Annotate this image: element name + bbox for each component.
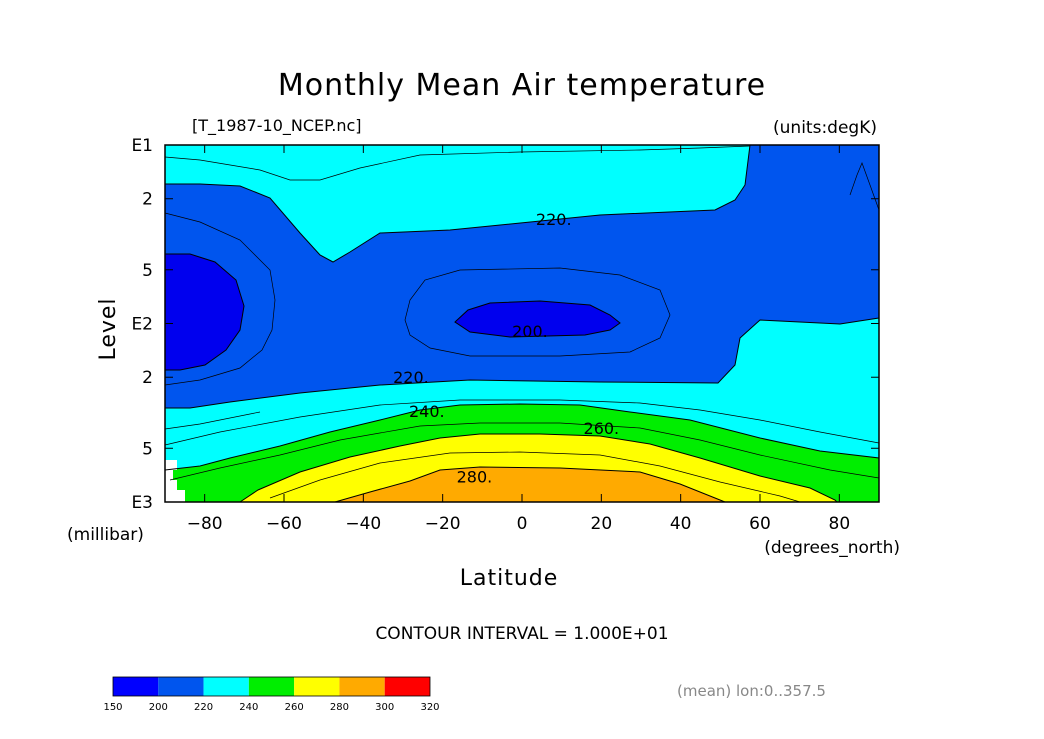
contour-line (404, 267, 671, 357)
colorbar-swatch (294, 677, 340, 696)
contour-line (164, 145, 751, 181)
contour-lines (164, 144, 880, 503)
colorbar-swatch (203, 677, 249, 696)
colorbar-frame (112, 676, 431, 697)
x-tick-label: −40 (345, 514, 381, 534)
contour-line (164, 399, 880, 446)
contour-label: 220. (536, 210, 572, 229)
contour-label: 240. (409, 402, 445, 421)
y-axis-title: Level (96, 297, 121, 360)
colorbar-swatch (248, 677, 295, 696)
filled-contour-edge (238, 433, 839, 503)
x-tick-label: 0 (517, 514, 528, 534)
contour-label: 220. (393, 368, 429, 387)
colorbar-swatch (113, 677, 159, 696)
colorbar-swatch (339, 677, 385, 696)
band-orange-280-300 (335, 467, 725, 502)
x-units-label: (degrees_north) (764, 538, 900, 558)
colorbar-swatch (384, 677, 430, 696)
colorbar-level-label: 300 (375, 702, 394, 713)
band-cyan-upper (165, 145, 750, 262)
colorbar-level-label: 280 (330, 702, 349, 713)
y-units-label: (millibar) (67, 525, 144, 545)
contour-interval-note: CONTOUR INTERVAL = 1.000E+01 (375, 624, 668, 644)
x-axis: −80 −60 −40 −20 0 20 40 60 80 (187, 145, 850, 534)
missing-data-cell (165, 480, 177, 490)
y-tick-label: 5 (142, 261, 153, 281)
y-axis: E1 2 5 E2 2 5 E3 (131, 136, 879, 513)
x-axis-title: Latitude (460, 566, 559, 591)
colorbar-level-label: 240 (239, 702, 258, 713)
contour-line (164, 411, 261, 430)
x-tick-label: 40 (670, 514, 692, 534)
filled-contour-edge (334, 466, 726, 503)
colorbar-level-label: 150 (103, 702, 122, 713)
x-tick-label: −60 (266, 514, 302, 534)
missing-data-cell (165, 470, 173, 480)
colorbar: 150 200 220 240 260 280 300 320 (103, 676, 440, 713)
y-tick-label: E3 (131, 493, 153, 513)
y-tick-label: 2 (142, 368, 153, 388)
file-label: [T_1987-10_NCEP.nc] (192, 116, 362, 136)
chart-title: Monthly Mean Air temperature (278, 68, 766, 103)
x-tick-label: −20 (425, 514, 461, 534)
plot-area: 220. 200. 220. 240. 260. 280. −80 −60 −40 −20 0 20… (131, 136, 880, 534)
units-label: (units:degK) (773, 118, 877, 138)
contour-line (849, 162, 880, 211)
y-tick-label: 5 (142, 439, 153, 459)
colorbar-level-label: 220 (194, 702, 213, 713)
contour-line (269, 451, 801, 503)
region-deep-blue-center (455, 301, 620, 337)
contour-label: 280. (457, 468, 493, 487)
colorbar-level-label: 320 (420, 702, 439, 713)
colorbar-level-label: 260 (285, 702, 304, 713)
missing-data-cell (165, 460, 177, 470)
missing-data-cell (175, 490, 185, 502)
x-tick-label: 80 (829, 514, 851, 534)
filled-contour-edge (164, 144, 751, 263)
x-tick-label: 20 (591, 514, 613, 534)
contour-label: 200. (512, 322, 548, 341)
x-tick-label: −80 (187, 514, 223, 534)
temperature-field (165, 145, 879, 502)
y-tick-label: E1 (131, 136, 153, 156)
region-deep-blue-west (165, 254, 244, 370)
filled-contour-edge (454, 300, 621, 338)
colorbar-level-label: 200 (149, 702, 168, 713)
contour-line (169, 422, 880, 481)
y-tick-label: 2 (142, 190, 153, 210)
x-tick-label: 60 (749, 514, 771, 534)
y-tick-label: E2 (131, 315, 153, 335)
colorbar-swatch (158, 677, 204, 696)
contour-labels: 220. 200. 220. 240. 260. 280. (393, 210, 619, 486)
mean-note: (mean) lon:0..357.5 (677, 682, 826, 700)
contour-line (164, 212, 276, 386)
filled-contour-edge (164, 253, 245, 371)
contour-label: 260. (584, 419, 620, 438)
